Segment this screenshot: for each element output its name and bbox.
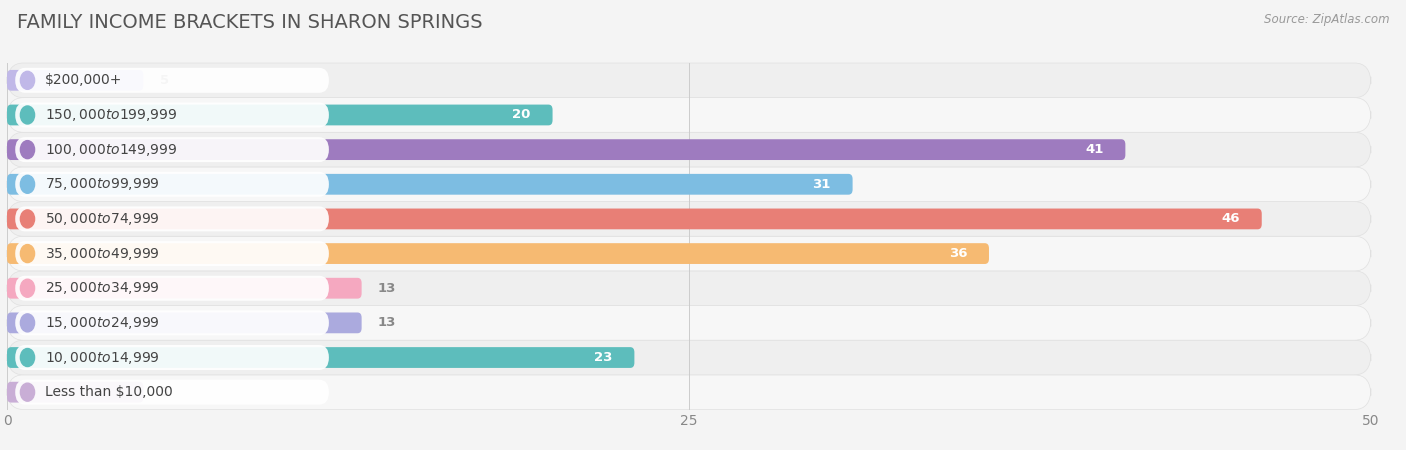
Text: 20: 20	[512, 108, 530, 122]
Circle shape	[21, 244, 35, 263]
FancyBboxPatch shape	[7, 278, 361, 299]
FancyBboxPatch shape	[15, 380, 329, 405]
Circle shape	[21, 175, 35, 194]
FancyBboxPatch shape	[7, 132, 1371, 167]
Circle shape	[21, 140, 35, 159]
FancyBboxPatch shape	[15, 207, 329, 231]
FancyBboxPatch shape	[15, 172, 329, 197]
Text: 13: 13	[378, 282, 396, 295]
FancyBboxPatch shape	[7, 312, 361, 333]
FancyBboxPatch shape	[7, 236, 1371, 271]
FancyBboxPatch shape	[7, 167, 1371, 202]
FancyBboxPatch shape	[7, 340, 1371, 375]
Circle shape	[21, 106, 35, 124]
FancyBboxPatch shape	[15, 345, 329, 370]
FancyBboxPatch shape	[7, 208, 1261, 230]
Text: $150,000 to $199,999: $150,000 to $199,999	[45, 107, 177, 123]
Text: 31: 31	[813, 178, 831, 191]
Text: Source: ZipAtlas.com: Source: ZipAtlas.com	[1264, 14, 1389, 27]
Text: Less than $10,000: Less than $10,000	[45, 385, 173, 399]
Text: $75,000 to $99,999: $75,000 to $99,999	[45, 176, 160, 192]
FancyBboxPatch shape	[7, 306, 1371, 340]
Text: $10,000 to $14,999: $10,000 to $14,999	[45, 350, 160, 365]
Text: $200,000+: $200,000+	[45, 73, 122, 87]
FancyBboxPatch shape	[7, 347, 634, 368]
Text: $15,000 to $24,999: $15,000 to $24,999	[45, 315, 160, 331]
FancyBboxPatch shape	[7, 375, 1371, 410]
FancyBboxPatch shape	[15, 137, 329, 162]
FancyBboxPatch shape	[7, 70, 143, 91]
Circle shape	[21, 314, 35, 332]
Text: $100,000 to $149,999: $100,000 to $149,999	[45, 142, 177, 158]
Text: $35,000 to $49,999: $35,000 to $49,999	[45, 246, 160, 261]
Text: 46: 46	[1222, 212, 1240, 225]
FancyBboxPatch shape	[7, 98, 1371, 132]
FancyBboxPatch shape	[7, 139, 1125, 160]
Circle shape	[21, 210, 35, 228]
Text: 5: 5	[160, 74, 169, 87]
FancyBboxPatch shape	[7, 63, 1371, 98]
FancyBboxPatch shape	[7, 271, 1371, 306]
Text: 13: 13	[378, 316, 396, 329]
FancyBboxPatch shape	[7, 174, 852, 195]
FancyBboxPatch shape	[7, 104, 553, 126]
Circle shape	[21, 383, 35, 401]
Circle shape	[21, 71, 35, 90]
Circle shape	[21, 279, 35, 297]
Text: 23: 23	[595, 351, 613, 364]
FancyBboxPatch shape	[15, 241, 329, 266]
Text: 5: 5	[160, 386, 169, 399]
Text: FAMILY INCOME BRACKETS IN SHARON SPRINGS: FAMILY INCOME BRACKETS IN SHARON SPRINGS	[17, 14, 482, 32]
Text: 41: 41	[1085, 143, 1104, 156]
FancyBboxPatch shape	[7, 202, 1371, 236]
Text: $50,000 to $74,999: $50,000 to $74,999	[45, 211, 160, 227]
FancyBboxPatch shape	[7, 243, 988, 264]
FancyBboxPatch shape	[15, 276, 329, 301]
Text: 36: 36	[949, 247, 967, 260]
FancyBboxPatch shape	[15, 68, 329, 93]
Circle shape	[21, 348, 35, 367]
Text: $25,000 to $34,999: $25,000 to $34,999	[45, 280, 160, 296]
FancyBboxPatch shape	[15, 103, 329, 127]
FancyBboxPatch shape	[7, 382, 143, 403]
FancyBboxPatch shape	[15, 310, 329, 335]
